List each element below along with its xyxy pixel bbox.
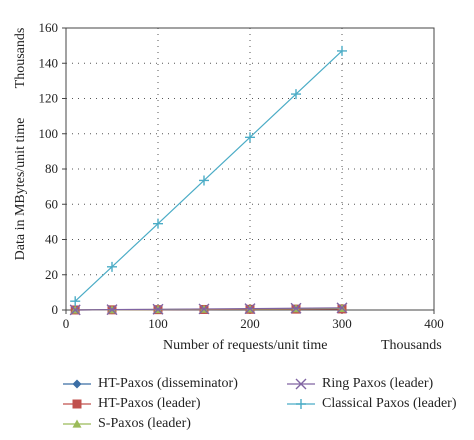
legend-item: Classical Paxos (leader) xyxy=(286,395,457,413)
legend-label: HT-Paxos (leader) xyxy=(98,396,201,411)
legend-swatch xyxy=(287,399,315,409)
legend-swatch xyxy=(287,378,315,390)
y-tick-label: 140 xyxy=(39,55,59,70)
x-axis-title: Number of requests/unit time xyxy=(163,338,327,353)
x-tick-label: 0 xyxy=(63,316,70,331)
y-tick-label: 100 xyxy=(39,126,59,141)
y-tick-label: 0 xyxy=(52,302,59,317)
legend-swatch xyxy=(63,379,91,389)
data-point xyxy=(72,379,82,389)
data-point xyxy=(107,261,117,272)
y-tick-label: 120 xyxy=(39,91,59,106)
x-tick-label: 100 xyxy=(148,316,168,331)
data-point xyxy=(152,303,164,315)
data-point xyxy=(72,419,82,428)
grid-lines xyxy=(66,28,434,310)
data-point xyxy=(199,175,209,186)
x-tick-label: 400 xyxy=(424,316,444,331)
chart-legend: HT-Paxos (disseminator) HT-Paxos (leader)… xyxy=(0,365,474,435)
legend-item: S-Paxos (leader) xyxy=(62,415,191,433)
legend-label: S-Paxos (leader) xyxy=(98,416,191,431)
legend-swatch xyxy=(63,399,91,409)
legend-swatch xyxy=(63,419,91,428)
series-layer xyxy=(69,45,348,316)
data-point xyxy=(336,302,348,314)
y-tick-label: 40 xyxy=(45,232,58,247)
y-tick-label: 60 xyxy=(45,196,58,211)
data-point xyxy=(290,302,302,314)
y-tick-label: 20 xyxy=(45,267,58,282)
axis-ticks: 0 20 40 60 80 100 120 140 160 0 100 200 300 400 xyxy=(39,20,444,331)
series-4 xyxy=(69,302,348,316)
data-point xyxy=(106,304,118,316)
legend-label: Classical Paxos (leader) xyxy=(322,396,457,411)
data-point xyxy=(244,303,256,315)
data-point xyxy=(153,218,163,229)
data-point xyxy=(295,378,307,390)
legend-item: HT-Paxos (disseminator) xyxy=(62,375,238,393)
data-point xyxy=(198,303,210,315)
y-tick-label: 160 xyxy=(39,20,59,35)
x-tick-label: 300 xyxy=(332,316,352,331)
series-5 xyxy=(70,45,347,307)
x-axis-multiplier: Thousands xyxy=(381,338,442,353)
y-tick-label: 80 xyxy=(45,161,58,176)
legend-label: HT-Paxos (disseminator) xyxy=(98,376,238,391)
legend-label: Ring Paxos (leader) xyxy=(322,376,434,391)
data-point xyxy=(296,399,306,409)
x-tick-label: 200 xyxy=(240,316,260,331)
data-point xyxy=(337,45,347,56)
legend-item: Ring Paxos (leader) xyxy=(286,375,433,393)
data-point xyxy=(72,399,82,409)
series-line xyxy=(74,50,343,302)
y-axis-title: Data in MBytes/unit time xyxy=(13,118,28,261)
data-point xyxy=(69,304,81,316)
legend-item: HT-Paxos (leader) xyxy=(62,395,201,413)
data-point xyxy=(291,89,301,100)
y-axis-multiplier: Thousands xyxy=(13,28,28,89)
data-point xyxy=(70,296,81,307)
data-point xyxy=(245,132,255,143)
chart-plot-area: 0 20 40 60 80 100 120 140 160 0 100 200 300 400 Data … xyxy=(13,20,444,353)
